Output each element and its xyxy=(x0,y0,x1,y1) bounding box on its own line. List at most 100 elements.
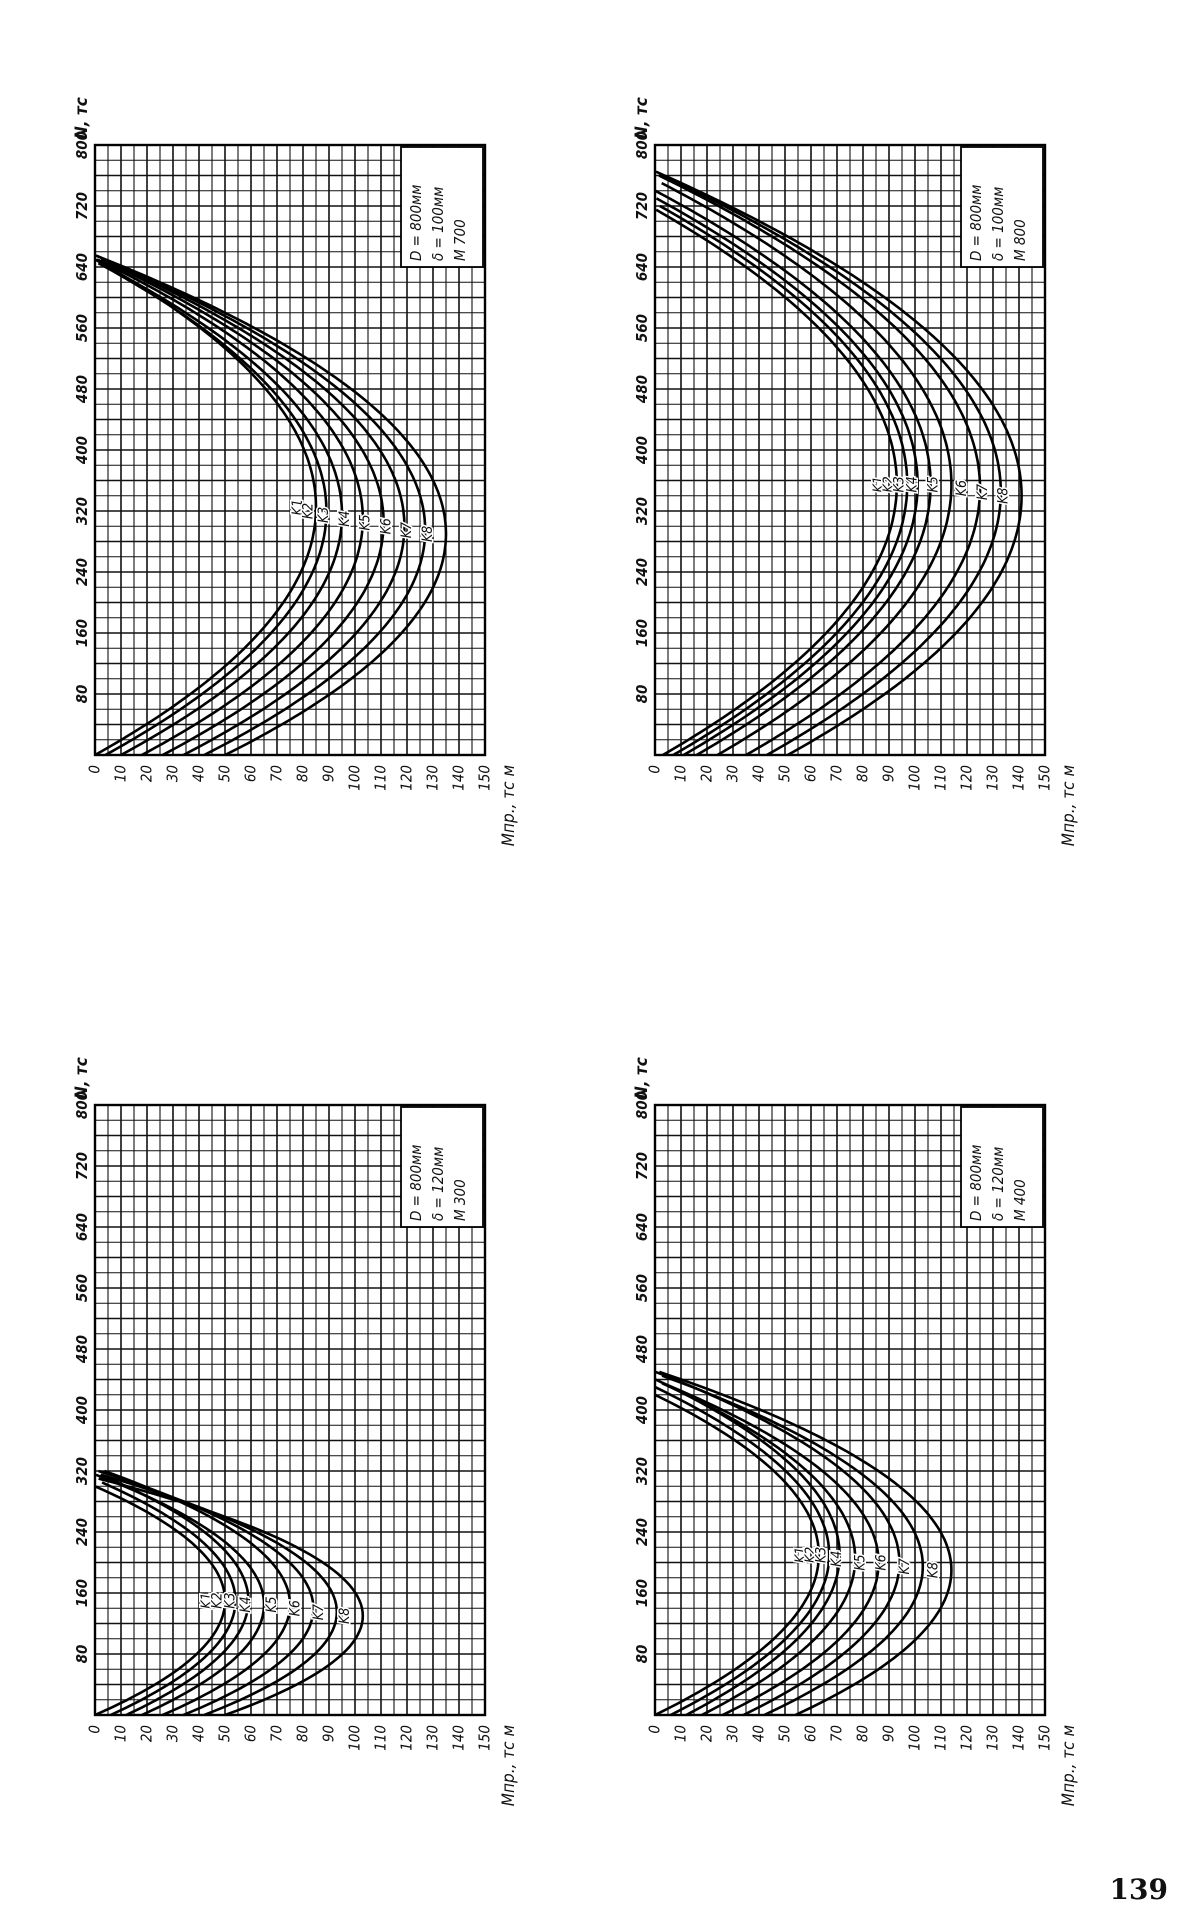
y-tick-label: 120 xyxy=(958,765,976,791)
chart-title-line: М 700 xyxy=(451,219,469,261)
y-tick-label: 90 xyxy=(880,765,898,782)
chart-title-line: М 800 xyxy=(1011,219,1029,261)
series-label-k8: K8 xyxy=(420,526,436,542)
y-tick-label: 0 xyxy=(86,765,104,774)
x-tick-label: 240 xyxy=(73,558,91,586)
y-tick-label: 60 xyxy=(242,1725,260,1742)
y-tick-label: 90 xyxy=(880,1725,898,1742)
y-tick-label: 30 xyxy=(164,1725,182,1742)
x-tick-label: 720 xyxy=(633,192,651,220)
y-tick-label: 140 xyxy=(1010,1725,1028,1751)
y-tick-label: 70 xyxy=(268,765,286,782)
y-tick-label: 0 xyxy=(646,1725,664,1734)
series-label-k7: K7 xyxy=(975,484,991,500)
series-label-k7: K7 xyxy=(399,522,415,538)
y-tick-label: 40 xyxy=(750,765,768,782)
series-group: K1K2K3K4K5K6K7K8 xyxy=(655,1372,951,1715)
y-tick-label: 10 xyxy=(112,765,130,782)
x-tick-label: 80 xyxy=(73,1645,91,1664)
y-tick-label: 60 xyxy=(802,1725,820,1742)
chart-title-line: D = 800мм xyxy=(407,185,425,261)
chart-title-line: δ = 120мм xyxy=(989,1147,1007,1221)
x-axis-title: N, тс xyxy=(632,1057,652,1099)
y-axis-title: Mпр., тс м xyxy=(499,765,519,846)
y-tick-label: 20 xyxy=(138,1725,156,1742)
series-label-k5: K5 xyxy=(264,1596,280,1612)
x-tick-label: 400 xyxy=(633,1396,651,1424)
x-tick-label: 560 xyxy=(73,1274,91,1302)
y-tick-label: 110 xyxy=(372,765,390,791)
y-tick-label: 130 xyxy=(424,1725,442,1751)
y-tick-label: 140 xyxy=(450,1725,468,1751)
y-tick-label: 0 xyxy=(86,1725,104,1734)
series-label-k5: K5 xyxy=(853,1554,869,1570)
series-label-k7: K7 xyxy=(897,1558,913,1574)
y-tick-label: 80 xyxy=(294,765,312,782)
series-line-k1 xyxy=(656,210,897,755)
y-tick-label: 150 xyxy=(476,765,494,791)
y-tick-label: 120 xyxy=(398,765,416,791)
chart-m800-svg: 0102030405060708090100110120130140150801… xyxy=(600,60,1140,880)
y-axis-title: Mпр., тс м xyxy=(499,1725,519,1806)
chart-m800: 0102030405060708090100110120130140150801… xyxy=(600,60,1140,880)
page-number: 139 xyxy=(1110,1873,1168,1906)
x-tick-label: 480 xyxy=(633,1335,651,1363)
y-tick-label: 100 xyxy=(346,765,364,791)
chart-title-line: D = 800мм xyxy=(967,185,985,261)
x-tick-label: 80 xyxy=(633,685,651,704)
y-tick-label: 130 xyxy=(984,1725,1002,1751)
series-label-k5: K5 xyxy=(358,514,374,530)
x-tick-label: 480 xyxy=(73,1335,91,1363)
y-axis-title: Mпр., тс м xyxy=(1059,1725,1079,1806)
x-tick-label: 640 xyxy=(73,253,91,281)
x-tick-label: 400 xyxy=(633,436,651,464)
series-label-k3: K3 xyxy=(316,507,332,523)
chart-m400: 0102030405060708090100110120130140150801… xyxy=(600,1020,1140,1840)
series-label-k5: K5 xyxy=(925,476,941,492)
x-tick-label: 400 xyxy=(73,436,91,464)
x-tick-label: 560 xyxy=(633,1274,651,1302)
y-tick-label: 50 xyxy=(216,1725,234,1742)
y-axis-title: Mпр., тс м xyxy=(1059,765,1079,846)
x-tick-label: 80 xyxy=(633,1645,651,1664)
y-tick-label: 70 xyxy=(268,1725,286,1742)
y-tick-label: 80 xyxy=(854,1725,872,1742)
x-tick-label: 560 xyxy=(73,314,91,342)
x-tick-label: 640 xyxy=(633,253,651,281)
y-tick-label: 150 xyxy=(1036,765,1054,791)
y-tick-label: 50 xyxy=(216,765,234,782)
x-tick-label: 160 xyxy=(73,1579,91,1607)
y-tick-label: 90 xyxy=(320,765,338,782)
y-tick-label: 140 xyxy=(450,765,468,791)
y-tick-label: 110 xyxy=(372,1725,390,1751)
y-tick-label: 0 xyxy=(646,765,664,774)
y-tick-label: 10 xyxy=(672,765,690,782)
series-label-k6: K6 xyxy=(287,1600,303,1616)
x-tick-label: 240 xyxy=(633,1518,651,1546)
y-tick-label: 120 xyxy=(398,1725,416,1751)
y-tick-label: 10 xyxy=(672,1725,690,1742)
series-label-k6: K6 xyxy=(954,480,970,496)
y-tick-label: 140 xyxy=(1010,765,1028,791)
y-tick-label: 50 xyxy=(776,1725,794,1742)
series-label-k4: K4 xyxy=(829,1551,845,1567)
y-tick-label: 30 xyxy=(724,1725,742,1742)
series-label-k8: K8 xyxy=(925,1562,941,1578)
y-tick-label: 60 xyxy=(802,765,820,782)
chart-m700-svg: 0102030405060708090100110120130140150801… xyxy=(40,60,580,880)
x-tick-label: 720 xyxy=(73,1152,91,1180)
y-tick-label: 10 xyxy=(112,1725,130,1742)
y-tick-label: 100 xyxy=(346,1725,364,1751)
y-tick-label: 110 xyxy=(932,765,950,791)
x-tick-label: 320 xyxy=(633,497,651,525)
x-tick-label: 240 xyxy=(633,558,651,586)
x-tick-label: 400 xyxy=(73,1396,91,1424)
x-tick-label: 720 xyxy=(633,1152,651,1180)
x-tick-label: 480 xyxy=(633,375,651,403)
y-tick-label: 40 xyxy=(190,765,208,782)
y-tick-label: 100 xyxy=(906,1725,924,1751)
chart-title-line: δ = 100мм xyxy=(429,187,447,261)
x-tick-label: 480 xyxy=(73,375,91,403)
series-label-k7: K7 xyxy=(311,1604,327,1620)
x-tick-label: 240 xyxy=(73,1518,91,1546)
